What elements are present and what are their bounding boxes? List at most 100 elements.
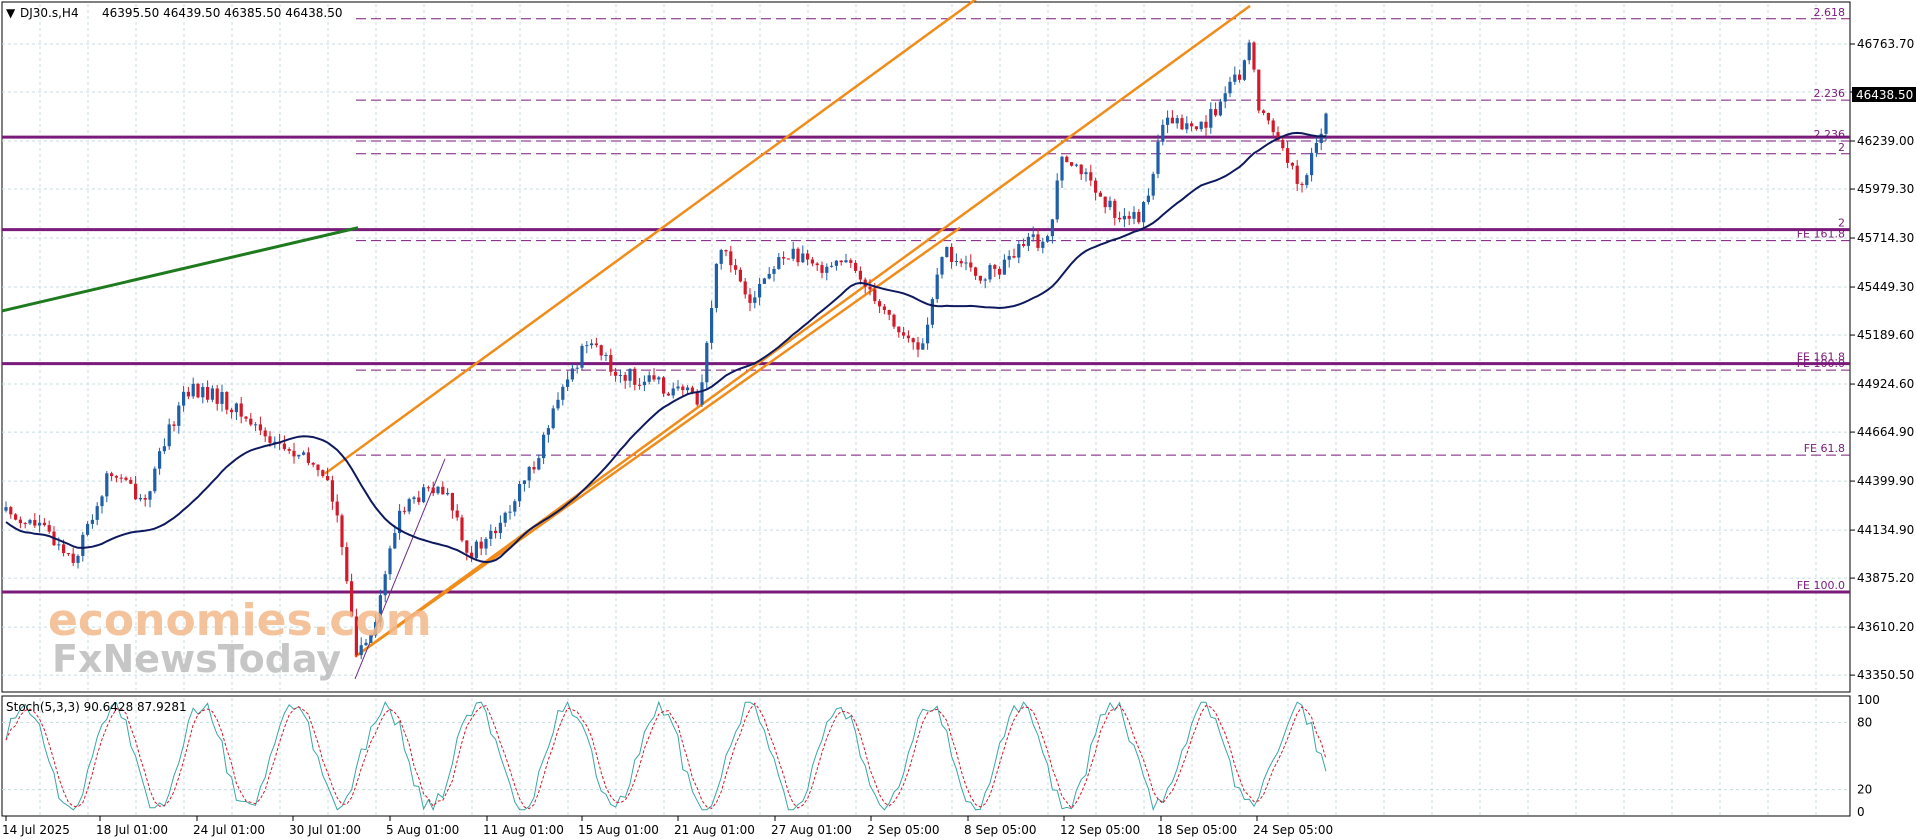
candle-body [873, 289, 877, 302]
candle-body [398, 510, 402, 534]
current-price-label: 46438.50 [1856, 88, 1913, 102]
candle-body [801, 253, 805, 263]
candle-body [1142, 202, 1146, 223]
channel-lower-upper-line [354, 4, 1251, 658]
candle-body [609, 355, 613, 372]
candle-body [263, 430, 267, 437]
candle-body [566, 379, 570, 387]
candle-body [422, 487, 426, 503]
fib-label: 2.618 [1814, 6, 1846, 19]
candle-body [407, 499, 411, 512]
price-axis: 46763.7046504.0046239.0045979.3045714.30… [1850, 37, 1914, 682]
candle-body [292, 450, 296, 457]
candle-body [215, 388, 219, 404]
candle-body [786, 258, 790, 260]
candle-body [1132, 211, 1136, 219]
candle-body [527, 466, 531, 481]
candle-body [1122, 215, 1126, 220]
stoch-tick-label: 80 [1857, 715, 1872, 729]
candle-body [969, 262, 973, 268]
price-tick-label: 44134.90 [1857, 523, 1914, 537]
chart-ohlc: 46395.50 46439.50 46385.50 46438.50 [102, 6, 342, 20]
candle-body [359, 645, 363, 656]
candle-body [618, 374, 622, 376]
candle-body [676, 386, 680, 389]
candle-body [9, 507, 13, 515]
candle-body [820, 265, 824, 273]
candle-body [638, 384, 642, 386]
candle-body [1238, 74, 1242, 80]
candle-body [738, 269, 742, 282]
candle-body [1310, 152, 1314, 176]
candle-body [1089, 172, 1093, 181]
time-tick-label: 5 Aug 01:00 [386, 823, 459, 837]
candle-body [431, 487, 435, 494]
candle-body [167, 424, 171, 447]
time-axis: 14 Jul 2025 18 Jul 01:00 24 Jul 01:00 30 Ju… [2, 816, 1333, 837]
candle-body [796, 248, 800, 263]
candle-body [1314, 143, 1318, 153]
candle-body [1214, 109, 1218, 116]
candle-body [1290, 162, 1294, 166]
candle-body [1113, 200, 1117, 218]
candle-body [839, 260, 843, 263]
price-tick-label: 44924.60 [1857, 377, 1914, 391]
candle-body [62, 544, 66, 554]
candle-body [791, 248, 795, 259]
candle-body [206, 387, 210, 400]
candle-body [1228, 81, 1232, 94]
candle-body [417, 497, 421, 503]
moving-average-line [5, 131, 1327, 564]
candle-body [1295, 165, 1299, 184]
candle-body [1060, 156, 1064, 181]
candle-body [1026, 236, 1030, 246]
candle-body [172, 424, 176, 426]
candle-body [148, 491, 152, 500]
price-tick-label: 45449.30 [1857, 280, 1914, 294]
candle-body [244, 416, 248, 419]
candle-body [556, 399, 560, 409]
candle-body [1007, 256, 1011, 260]
candle-body [594, 343, 598, 346]
candle-body [450, 492, 454, 511]
candle-body [662, 377, 666, 394]
watermark-economies: economies.com [48, 595, 432, 646]
candle-body [1262, 110, 1266, 113]
stoch-tick-label: 100 [1857, 693, 1880, 707]
price-tick-label: 44664.90 [1857, 425, 1914, 439]
stochastic-lines [5, 700, 1327, 812]
candle-body [1233, 74, 1237, 82]
candle-body [191, 383, 195, 397]
candle-body [940, 257, 944, 275]
candle-body [465, 540, 469, 553]
price-tick-label: 46763.70 [1857, 37, 1914, 51]
moving-average [5, 131, 1327, 564]
candle-body [1161, 124, 1165, 142]
candle-body [119, 477, 123, 479]
candle-body [158, 451, 162, 469]
candle-body [964, 262, 968, 264]
candle-body [1103, 196, 1107, 208]
candle-body [1257, 69, 1261, 111]
candle-body [652, 375, 656, 380]
candle-body [105, 473, 109, 497]
candle-body [825, 266, 829, 273]
fib-label: 2.236 [1814, 87, 1846, 100]
candle-body [1170, 117, 1174, 124]
candle-body [335, 501, 339, 516]
candle-body [18, 519, 22, 524]
candle-body [642, 381, 646, 386]
candle-body [1022, 244, 1026, 246]
candle-body [498, 522, 502, 534]
candle-body [570, 368, 574, 380]
candle-body [916, 342, 920, 350]
candle-body [681, 386, 685, 391]
candle-body [345, 547, 349, 582]
candle-body [1300, 183, 1304, 186]
candle-body [628, 368, 632, 381]
candle-body [988, 265, 992, 280]
candle-body [1074, 164, 1078, 166]
candle-body [983, 279, 987, 281]
candle-body [234, 403, 238, 413]
candle-body [254, 424, 258, 426]
